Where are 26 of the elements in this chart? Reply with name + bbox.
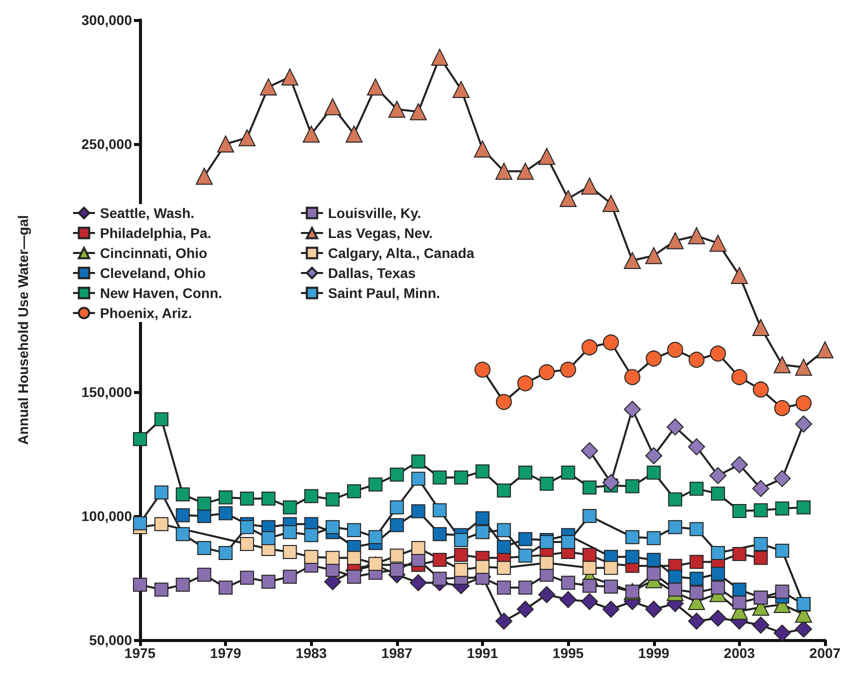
x-tick-label: 1979 — [210, 645, 242, 661]
x-tick-label: 1995 — [552, 645, 584, 661]
legend-label: Cincinnati, Ohio — [100, 245, 208, 261]
x-tick-label: 2003 — [724, 645, 756, 661]
y-tick-label: 300,000 — [81, 12, 132, 28]
y-tick-label: 250,000 — [81, 136, 132, 152]
x-tick-label: 1983 — [296, 645, 328, 661]
legend-label: Las Vegas, Nev. — [328, 225, 433, 241]
x-tick-label: 1987 — [381, 645, 413, 661]
y-axis-title: Annual Household Use Water—gal — [15, 215, 31, 445]
y-tick-label: 50,000 — [89, 632, 132, 648]
x-tick-label: 1991 — [466, 645, 498, 661]
legend-label: New Haven, Conn. — [100, 285, 222, 301]
legend-label: Cleveland, Ohio — [100, 265, 206, 281]
x-tick-label: 1975 — [124, 645, 156, 661]
legend-label: Louisville, Ky. — [328, 205, 422, 221]
y-tick-label: 100,000 — [81, 508, 132, 524]
legend-label: Calgary, Alta., Canada — [328, 245, 474, 261]
legend-label: Phoenix, Ariz. — [100, 305, 192, 321]
legend-label: Seattle, Wash. — [100, 205, 194, 221]
y-tick-label: 150,000 — [81, 384, 132, 400]
x-tick-label: 2007 — [809, 645, 841, 661]
legend-label: Dallas, Texas — [328, 265, 416, 281]
x-tick-label: 1999 — [638, 645, 670, 661]
legend-label: Saint Paul, Minn. — [328, 285, 440, 301]
legend-label: Philadelphia, Pa. — [100, 225, 212, 241]
